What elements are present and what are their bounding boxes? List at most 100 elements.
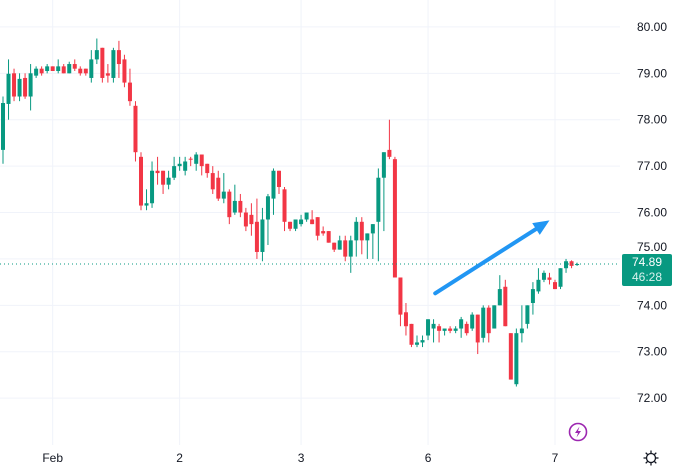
candle <box>299 214 304 227</box>
candle-body <box>508 333 513 380</box>
candle-body <box>166 177 171 185</box>
candle-body <box>370 224 375 234</box>
candle <box>293 219 298 232</box>
time-tick-label: 7 <box>552 451 559 465</box>
candle <box>359 217 364 255</box>
time-axis[interactable]: Feb 2 3 6 7 <box>42 451 558 465</box>
candle <box>541 270 546 283</box>
candle-body <box>139 156 143 206</box>
candle <box>144 189 149 211</box>
price-tick-label: 79.00 <box>637 66 667 80</box>
candle <box>470 312 475 331</box>
candle-body <box>392 159 397 278</box>
lightning-icon[interactable] <box>568 422 588 442</box>
candle-body <box>299 219 304 225</box>
candle-body <box>83 68 88 74</box>
candle <box>12 68 17 102</box>
candle-body <box>365 233 370 241</box>
candle-body <box>67 64 72 74</box>
candle-body <box>100 47 105 78</box>
candle <box>442 328 447 336</box>
candle-body <box>205 163 210 174</box>
candle-body <box>398 277 403 315</box>
candle <box>321 226 326 236</box>
candle <box>315 217 320 241</box>
candle-body <box>45 66 50 71</box>
candle-body <box>448 328 453 331</box>
price-tick-label: 75.00 <box>637 240 667 254</box>
candle <box>105 64 110 83</box>
candle <box>127 68 132 106</box>
candle-body <box>56 66 61 71</box>
candle <box>17 73 22 102</box>
candle-body <box>265 196 270 220</box>
candle <box>415 335 419 348</box>
candle-body <box>116 50 121 65</box>
candle-body <box>321 231 326 234</box>
candle-body <box>481 307 486 338</box>
candle <box>232 184 237 215</box>
candle-body <box>569 261 574 266</box>
candle-body <box>464 323 469 334</box>
candle-body <box>172 166 177 178</box>
candle-body <box>28 73 33 97</box>
candle-body <box>442 328 447 331</box>
candle-body <box>161 170 166 185</box>
candle <box>227 189 232 225</box>
candle <box>392 156 397 278</box>
price-tick-label: 74.00 <box>637 298 667 312</box>
candle-body <box>326 231 331 243</box>
candle <box>326 231 331 243</box>
candle <box>260 207 265 262</box>
candle-body <box>376 177 381 222</box>
candle-body <box>199 154 204 167</box>
candle-body <box>497 289 502 306</box>
candle <box>210 166 215 194</box>
candle-body <box>254 221 259 252</box>
candle-body <box>78 68 83 74</box>
candle-body <box>343 240 348 257</box>
candle-body <box>238 200 243 213</box>
candle-body <box>89 59 94 78</box>
candle <box>72 59 77 71</box>
candle <box>221 173 226 204</box>
trend-arrow-annotation[interactable] <box>433 220 550 296</box>
candle-body <box>453 328 458 331</box>
candle-body <box>183 161 188 171</box>
candle-body <box>271 170 276 199</box>
gear-icon[interactable] <box>642 449 660 467</box>
time-tick-label: 3 <box>298 451 305 465</box>
candle <box>387 119 392 160</box>
candle <box>332 242 337 252</box>
candle <box>271 168 276 215</box>
candle-body <box>194 154 199 164</box>
candle-body <box>403 312 408 327</box>
candle <box>94 38 99 65</box>
candle <box>459 316 464 338</box>
candle <box>354 217 359 257</box>
candle <box>139 152 143 211</box>
candle-body <box>282 189 287 222</box>
candle <box>216 170 221 201</box>
candle-body <box>61 66 66 74</box>
candle <box>508 333 513 380</box>
last-price-value: 74.89 <box>631 255 663 269</box>
candle <box>558 268 563 290</box>
bar-countdown: 46:28 <box>631 270 663 284</box>
candle <box>343 235 348 262</box>
candle-body <box>459 319 464 329</box>
candle-body <box>437 326 442 331</box>
candle-body <box>409 323 414 345</box>
candle <box>1 96 5 164</box>
candle-body <box>470 314 475 329</box>
candle <box>547 272 552 285</box>
candle-body <box>144 203 149 206</box>
price-axis[interactable]: 72.00 73.00 74.00 75.00 76.00 77.00 78.00 79.00… <box>637 20 667 405</box>
candle-body <box>310 219 315 225</box>
last-price-label: 74.89 46:28 <box>622 254 672 286</box>
candle <box>133 101 138 162</box>
candle <box>403 303 408 336</box>
candle-body <box>260 219 265 252</box>
candle-body <box>243 212 248 227</box>
